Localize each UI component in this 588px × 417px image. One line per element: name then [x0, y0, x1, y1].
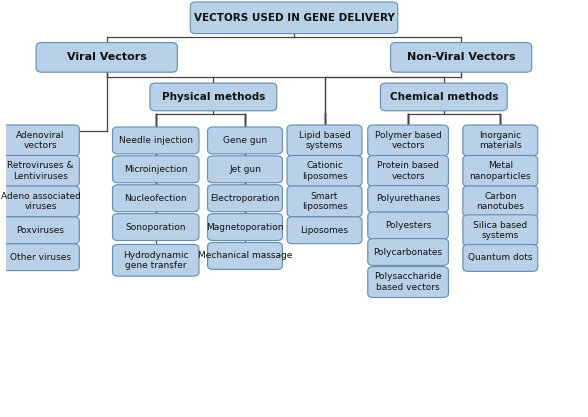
- Text: Polysaccharide
based vectors: Polysaccharide based vectors: [375, 272, 442, 292]
- FancyBboxPatch shape: [191, 2, 397, 34]
- Text: Other viruses: Other viruses: [10, 253, 71, 261]
- Text: Polyurethanes: Polyurethanes: [376, 194, 440, 203]
- FancyBboxPatch shape: [112, 127, 199, 154]
- FancyBboxPatch shape: [380, 83, 507, 111]
- Text: Jet gun: Jet gun: [229, 165, 261, 174]
- FancyBboxPatch shape: [208, 127, 282, 154]
- FancyBboxPatch shape: [2, 217, 79, 244]
- Text: Polyesters: Polyesters: [385, 221, 431, 230]
- FancyBboxPatch shape: [368, 266, 449, 297]
- FancyBboxPatch shape: [463, 186, 538, 217]
- Text: Metal
nanoparticles: Metal nanoparticles: [469, 161, 531, 181]
- FancyBboxPatch shape: [463, 125, 538, 156]
- Text: Microinjection: Microinjection: [124, 165, 188, 174]
- Text: Chemical methods: Chemical methods: [390, 92, 498, 102]
- Text: Mechanical massage: Mechanical massage: [198, 251, 292, 261]
- Text: Protein based
vectors: Protein based vectors: [377, 161, 439, 181]
- Text: Sonoporation: Sonoporation: [125, 223, 186, 231]
- Text: 41: 41: [358, 344, 370, 353]
- Text: Smart
liposomes: Smart liposomes: [302, 192, 348, 211]
- FancyBboxPatch shape: [112, 185, 199, 212]
- Text: Poxviruses: Poxviruses: [16, 226, 65, 235]
- Text: VECTORS USED IN GENE DELIVERY: VECTORS USED IN GENE DELIVERY: [193, 13, 395, 23]
- FancyBboxPatch shape: [463, 244, 538, 271]
- FancyBboxPatch shape: [2, 186, 79, 217]
- FancyBboxPatch shape: [112, 214, 199, 241]
- Text: Needle injection: Needle injection: [119, 136, 193, 145]
- FancyBboxPatch shape: [368, 125, 449, 156]
- FancyBboxPatch shape: [287, 156, 362, 186]
- Text: Hydrodynamic
gene transfer: Hydrodynamic gene transfer: [123, 251, 189, 270]
- Text: Lipid based
systems: Lipid based systems: [299, 131, 350, 150]
- FancyBboxPatch shape: [2, 125, 79, 156]
- Text: Liposomes: Liposomes: [300, 226, 349, 235]
- FancyBboxPatch shape: [208, 214, 282, 241]
- FancyBboxPatch shape: [112, 156, 199, 183]
- FancyBboxPatch shape: [287, 217, 362, 244]
- FancyBboxPatch shape: [2, 156, 79, 186]
- Text: Inorganic
materials: Inorganic materials: [479, 131, 522, 150]
- Text: Adeno associated
viruses: Adeno associated viruses: [1, 192, 81, 211]
- Text: Silica based
systems: Silica based systems: [473, 221, 527, 240]
- FancyBboxPatch shape: [368, 239, 449, 266]
- Text: Polycarbonates: Polycarbonates: [373, 248, 443, 256]
- FancyBboxPatch shape: [150, 83, 277, 111]
- Text: Quantum dots: Quantum dots: [468, 254, 533, 262]
- FancyBboxPatch shape: [463, 156, 538, 186]
- Text: Cationic
liposomes: Cationic liposomes: [302, 161, 348, 181]
- Text: Magnetoporation: Magnetoporation: [206, 223, 284, 231]
- Text: Viral Vectors: Viral Vectors: [67, 53, 146, 63]
- Text: Adenoviral
vectors: Adenoviral vectors: [16, 131, 65, 150]
- FancyBboxPatch shape: [368, 156, 449, 186]
- FancyBboxPatch shape: [287, 186, 362, 217]
- Text: Electroporation: Electroporation: [211, 194, 280, 203]
- FancyBboxPatch shape: [36, 43, 178, 72]
- FancyBboxPatch shape: [368, 186, 449, 212]
- FancyBboxPatch shape: [208, 185, 282, 212]
- FancyBboxPatch shape: [390, 43, 532, 72]
- FancyBboxPatch shape: [463, 215, 538, 246]
- Text: Retroviruses &
Lentiviruses: Retroviruses & Lentiviruses: [7, 161, 74, 181]
- FancyBboxPatch shape: [2, 244, 79, 271]
- Text: Gene gun: Gene gun: [223, 136, 267, 145]
- Text: Nucleofection: Nucleofection: [125, 194, 187, 203]
- Text: Non-Viral Vectors: Non-Viral Vectors: [407, 53, 515, 63]
- FancyBboxPatch shape: [112, 244, 199, 276]
- FancyBboxPatch shape: [208, 156, 282, 183]
- FancyBboxPatch shape: [287, 125, 362, 156]
- Text: Figure 2. Types of vectors used in gene delivery: Figure 2. Types of vectors used in gene …: [26, 356, 386, 369]
- FancyBboxPatch shape: [208, 243, 282, 269]
- FancyBboxPatch shape: [368, 212, 449, 239]
- Text: Carbon
nanotubes: Carbon nanotubes: [476, 192, 524, 211]
- Text: Polymer based
vectors: Polymer based vectors: [375, 131, 442, 150]
- Text: Physical methods: Physical methods: [162, 92, 265, 102]
